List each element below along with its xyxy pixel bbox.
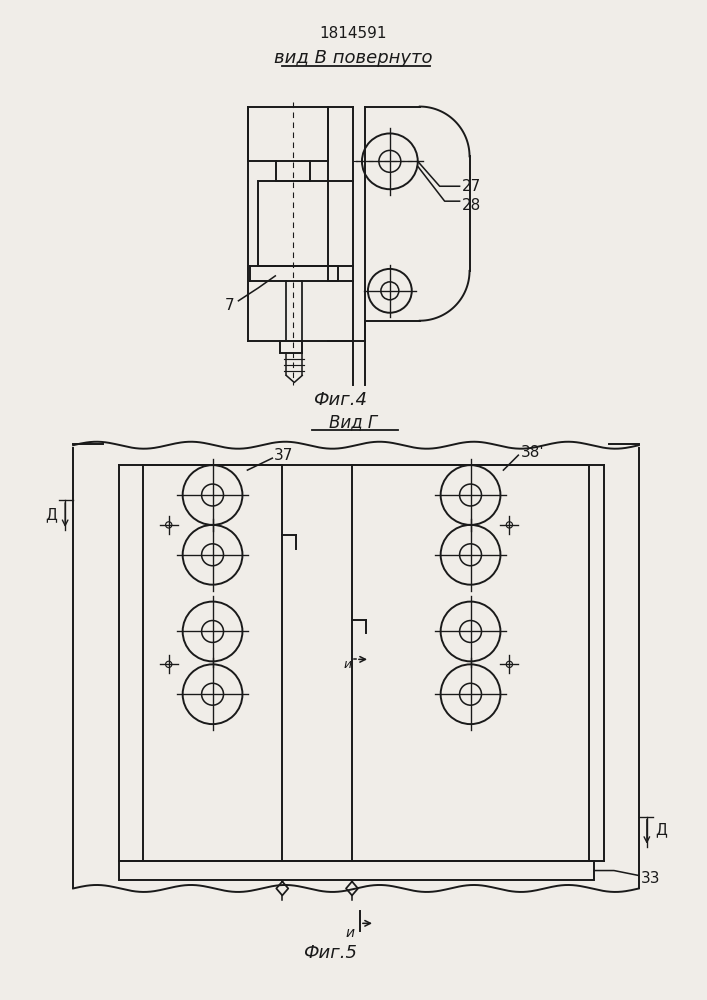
Bar (119, 861, 594, 880)
Text: Фиг.4: Фиг.4 (313, 391, 367, 409)
Bar (280, 341, 302, 353)
Text: Д: Д (655, 822, 667, 837)
Text: 37: 37 (274, 448, 293, 463)
Bar (248, 107, 328, 161)
Text: 33: 33 (641, 871, 660, 886)
Text: Д: Д (45, 507, 57, 522)
Text: 38': 38' (520, 445, 544, 460)
Text: 27: 27 (462, 179, 481, 194)
Text: и: и (344, 658, 352, 671)
Text: 7: 7 (225, 298, 234, 313)
Text: Фиг.5: Фиг.5 (303, 944, 357, 962)
Text: Вид Г: Вид Г (329, 413, 377, 431)
Text: 28: 28 (462, 198, 481, 213)
Text: 1814591: 1814591 (320, 26, 387, 41)
Text: вид В повернуто: вид В повернуто (274, 49, 432, 67)
Bar (258, 181, 328, 266)
Text: и: и (346, 926, 354, 940)
